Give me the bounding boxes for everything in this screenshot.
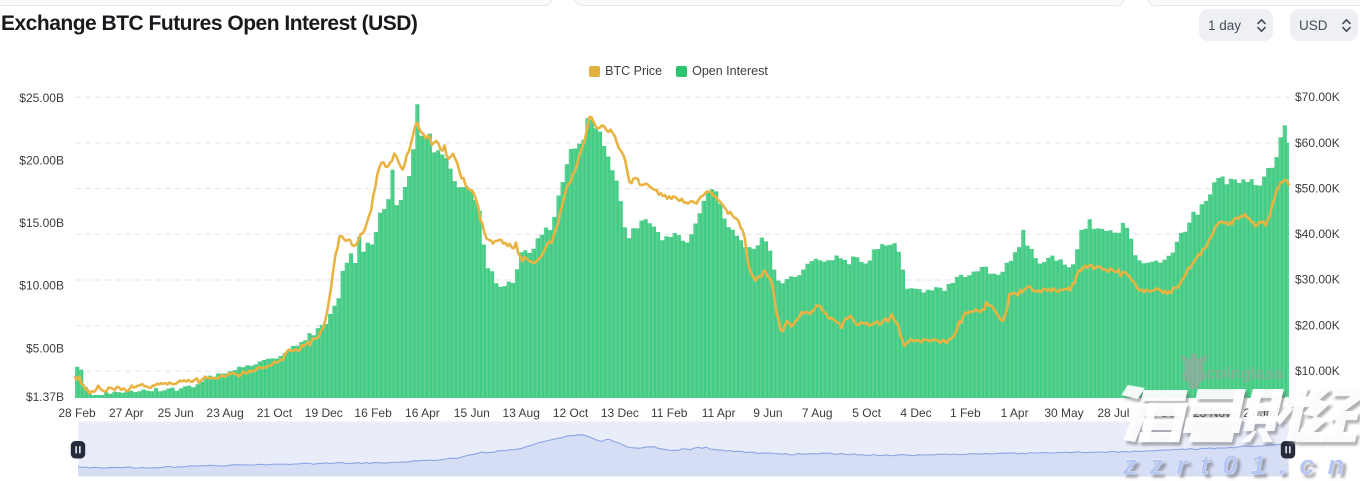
- svg-text:12 Oct: 12 Oct: [553, 406, 589, 420]
- svg-text:$40.00K: $40.00K: [1295, 227, 1340, 241]
- svg-text:30 May: 30 May: [1044, 406, 1083, 420]
- svg-text:zzrt01.cn: zzrt01.cn: [1122, 450, 1357, 480]
- svg-text:23 Aug: 23 Aug: [206, 406, 243, 420]
- svg-text:25 Jun: 25 Jun: [158, 406, 194, 420]
- svg-text:16 Apr: 16 Apr: [405, 406, 440, 420]
- svg-text:5 Oct: 5 Oct: [852, 406, 881, 420]
- svg-text:$15.00B: $15.00B: [19, 216, 64, 230]
- svg-text:28 Feb: 28 Feb: [58, 406, 96, 420]
- svg-text:19 Dec: 19 Dec: [305, 406, 343, 420]
- svg-text:coinglass: coinglass: [1206, 365, 1284, 383]
- svg-text:15 Jun: 15 Jun: [454, 406, 490, 420]
- svg-text:1 Feb: 1 Feb: [950, 406, 981, 420]
- svg-text:$70.00K: $70.00K: [1295, 90, 1340, 104]
- svg-text:13 Dec: 13 Dec: [601, 406, 639, 420]
- svg-text:$50.00K: $50.00K: [1295, 181, 1340, 195]
- svg-text:$10.00B: $10.00B: [19, 279, 64, 293]
- svg-text:$1.37B: $1.37B: [26, 390, 64, 404]
- svg-text:11 Feb: 11 Feb: [651, 406, 688, 420]
- svg-text:27 Apr: 27 Apr: [109, 406, 144, 420]
- svg-text:11 Apr: 11 Apr: [702, 406, 736, 420]
- svg-text:4 Dec: 4 Dec: [900, 406, 931, 420]
- svg-text:$5.00B: $5.00B: [26, 341, 64, 355]
- svg-text:28 Jul: 28 Jul: [1097, 406, 1129, 420]
- svg-text:$20.00K: $20.00K: [1295, 318, 1340, 332]
- svg-text:$10.00K: $10.00K: [1295, 364, 1340, 378]
- svg-text:$25.00B: $25.00B: [19, 91, 64, 105]
- svg-text:$30.00K: $30.00K: [1295, 273, 1340, 287]
- svg-text:$20.00B: $20.00B: [19, 153, 64, 167]
- svg-text:7 Aug: 7 Aug: [802, 406, 833, 420]
- svg-text:9 Jun: 9 Jun: [753, 406, 782, 420]
- svg-text:16 Feb: 16 Feb: [354, 406, 392, 420]
- svg-text:21 Oct: 21 Oct: [257, 406, 293, 420]
- svg-text:$60.00K: $60.00K: [1295, 136, 1340, 150]
- svg-text:1 Apr: 1 Apr: [1001, 406, 1029, 420]
- svg-text:13 Aug: 13 Aug: [503, 406, 540, 420]
